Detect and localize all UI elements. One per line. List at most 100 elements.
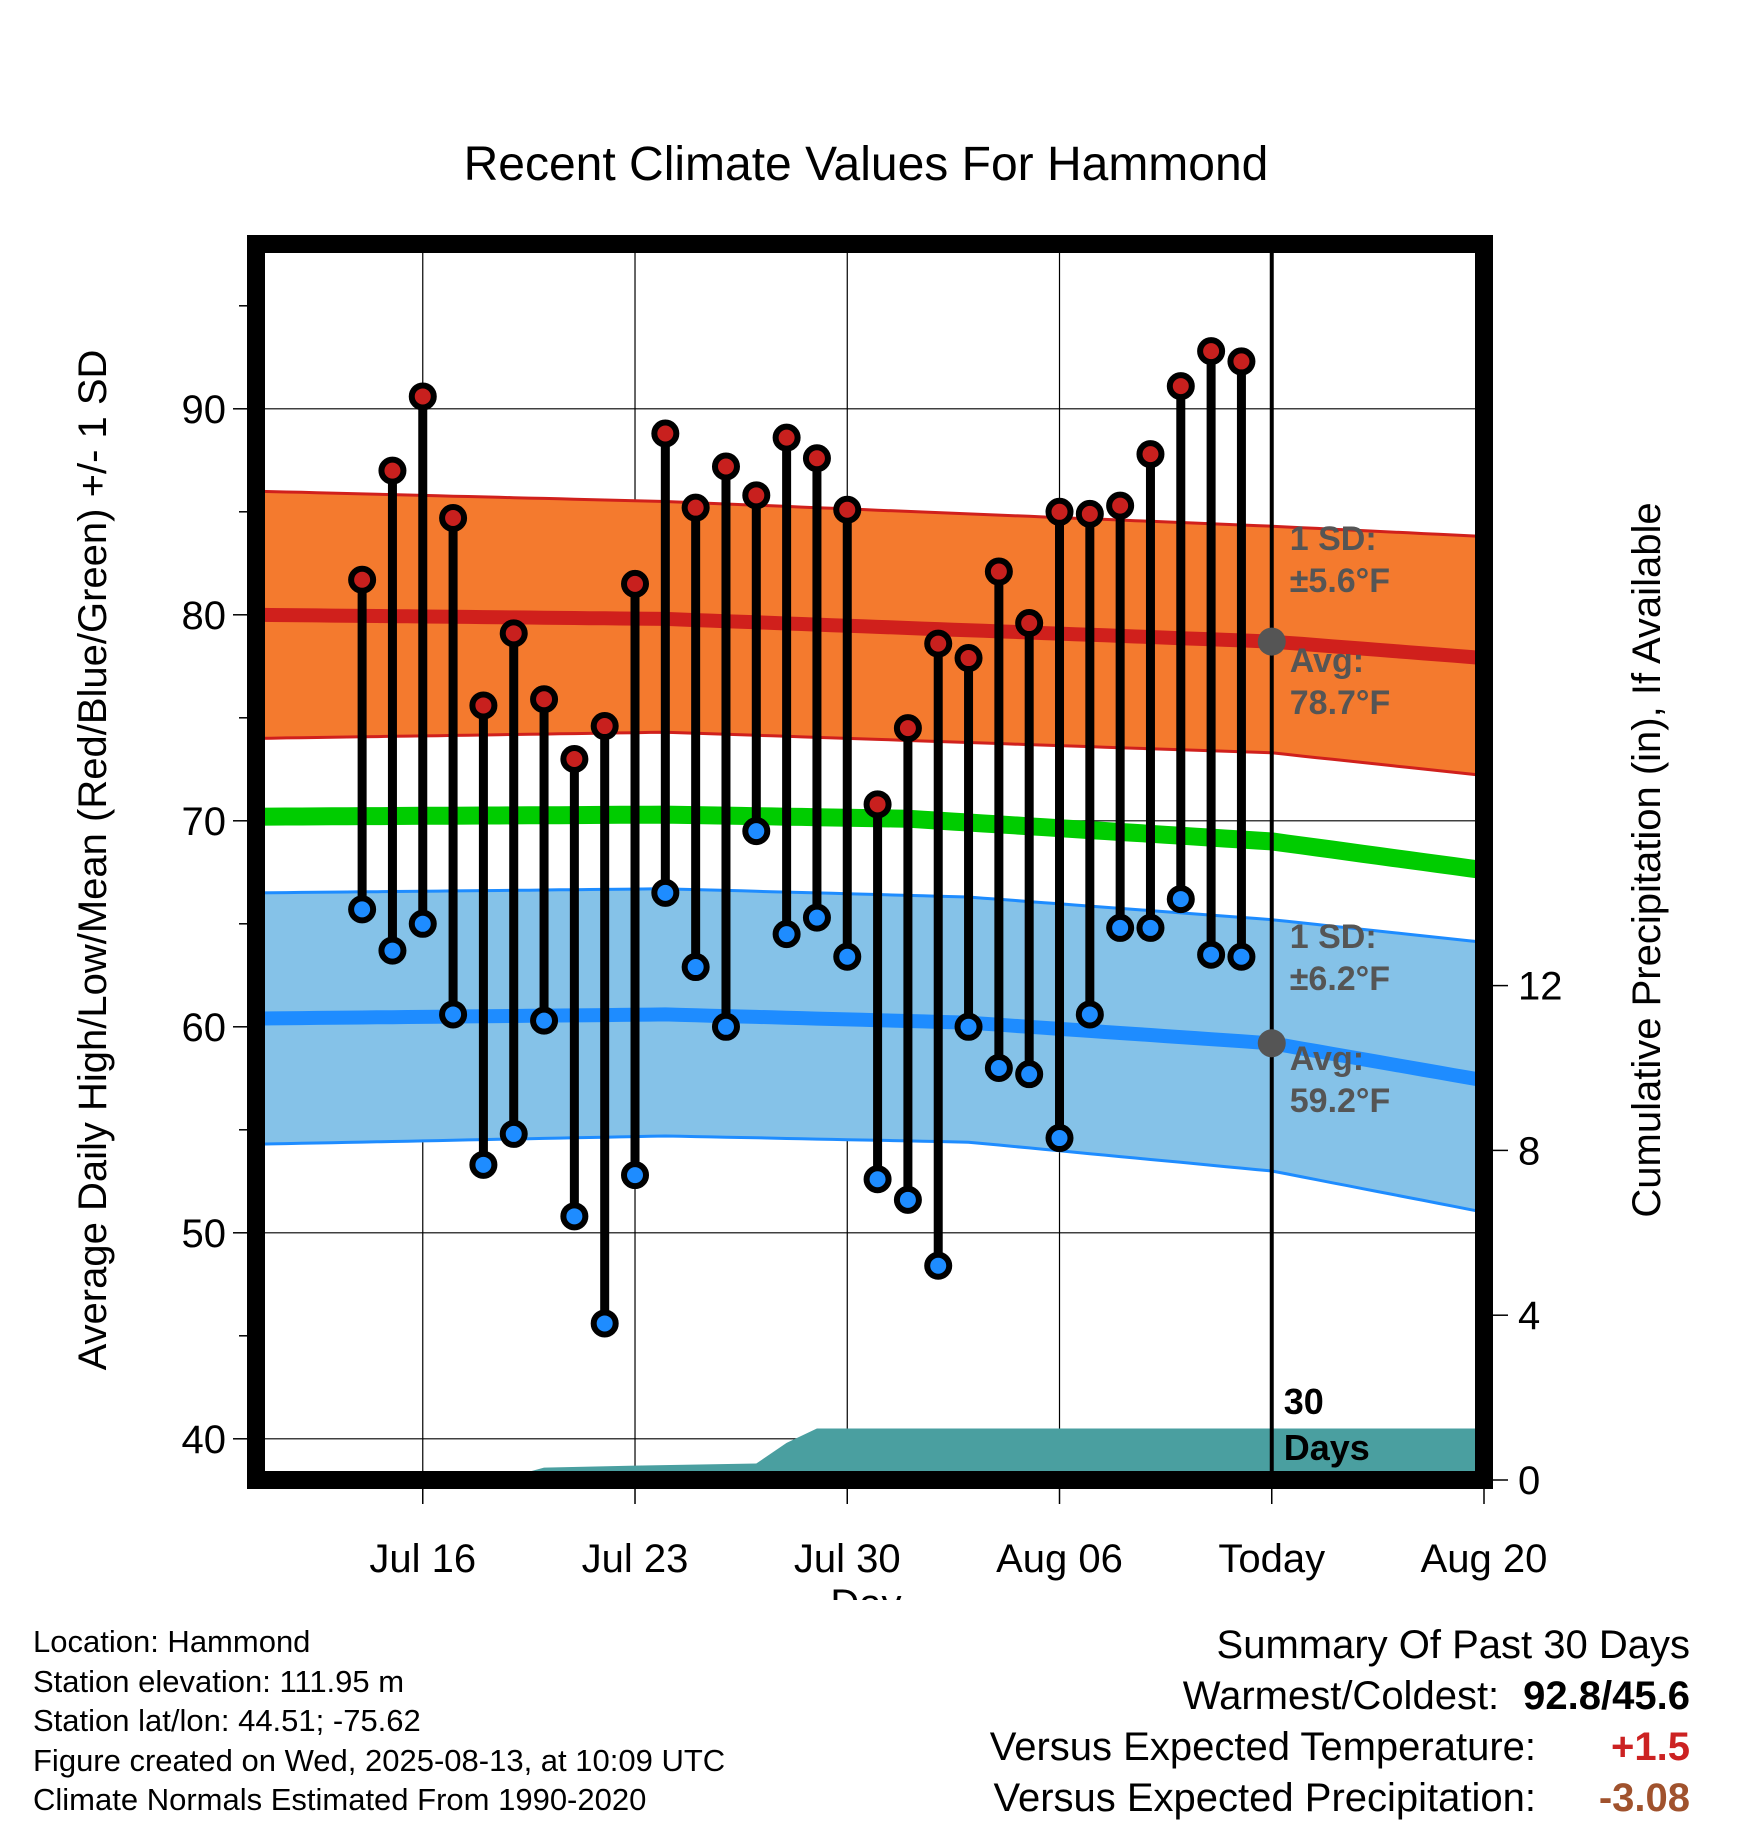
daily-low-point	[681, 953, 710, 982]
y-tick-label: 80	[182, 594, 227, 638]
y-tick-label: 60	[182, 1006, 227, 1050]
daily-high-point	[711, 452, 740, 481]
y2-tick-label: 8	[1518, 1129, 1540, 1173]
daily-high-point	[772, 423, 801, 452]
daily-high-point	[863, 790, 892, 819]
daily-low-point	[378, 936, 407, 965]
daily-high-point	[1075, 499, 1104, 528]
daily-high-point	[1015, 609, 1044, 638]
plot-border	[247, 235, 1493, 1489]
warm-cold-label: Warmest/Coldest:	[1182, 1674, 1500, 1718]
days-annotation: 30 Days	[1284, 1381, 1370, 1468]
x-axis-label: Day	[830, 1582, 901, 1600]
daily-low-point	[1166, 885, 1195, 914]
y-tick-label: 70	[182, 800, 227, 844]
normal-low-band	[256, 888, 1484, 1213]
location-text: Location: Hammond	[33, 1624, 311, 1659]
daily-low-point	[802, 903, 831, 932]
daily-high-point	[469, 691, 498, 720]
summary-warm-cold: Warmest/Coldest: 92.8/45.6	[990, 1671, 1690, 1722]
precipitation-area	[256, 1428, 1484, 1480]
daily-high-point	[742, 481, 771, 510]
daily-low-point	[621, 1161, 650, 1190]
summary-precip: Versus Expected Precipitation: -3.08	[990, 1773, 1690, 1824]
y2-tick-label: 0	[1518, 1459, 1540, 1503]
daily-high-point	[924, 629, 953, 658]
low-avg-dot	[1257, 1029, 1286, 1058]
daily-low-point	[742, 817, 771, 846]
daily-low-point	[560, 1202, 589, 1231]
summary-heading: Summary Of Past 30 Days	[1216, 1623, 1690, 1667]
warm-cold-value: 92.8/45.6	[1523, 1674, 1690, 1718]
y2-tick-label: 12	[1518, 965, 1563, 1009]
x-tick-label: Jul 30	[794, 1537, 901, 1581]
high-avg-dot	[1257, 627, 1286, 656]
daily-range-bars	[348, 337, 1256, 1338]
daily-high-point	[348, 565, 377, 594]
daily-low-point	[1197, 940, 1226, 969]
daily-high-point	[530, 685, 559, 714]
daily-low-point	[499, 1119, 528, 1148]
daily-high-point	[560, 745, 589, 773]
latlon-text: Station lat/lon: 44.51; -75.62	[33, 1703, 421, 1738]
daily-high-point	[984, 557, 1013, 586]
grid	[256, 244, 1485, 1480]
daily-high-point	[681, 493, 710, 522]
daily-low-point	[651, 878, 680, 907]
y-axis-label: Average Daily High/Low/Mean (Red/Blue/Gr…	[71, 350, 115, 1371]
daily-low-point	[1136, 913, 1165, 942]
x-tick-label: Aug 20	[1421, 1537, 1548, 1581]
daily-low-point	[711, 1012, 740, 1041]
daily-low-point	[1227, 942, 1256, 971]
daily-low-point	[1106, 913, 1135, 942]
daily-high-point	[1045, 497, 1074, 526]
station-info: Location: Hammond Station elevation: 111…	[33, 1622, 725, 1820]
y-tick-label: 50	[182, 1212, 227, 1256]
daily-high-point	[408, 382, 437, 411]
daily-high-point	[802, 444, 831, 473]
daily-high-point	[651, 419, 680, 448]
precipitation	[256, 1428, 1484, 1480]
y-tick-label: 90	[182, 388, 227, 432]
low-sd-annotation: 1 SD: ±6.2°F	[1290, 918, 1390, 998]
daily-high-point	[1227, 347, 1256, 376]
summary-temp: Versus Expected Temperature: +1.5	[990, 1722, 1690, 1773]
daily-high-point	[621, 569, 650, 598]
y2-axis-label: Cumulative Precipitation (in), If Availa…	[1625, 502, 1669, 1217]
axis-ticks: 40 50 60 70 80 90 0 4 8 12 Jul 16 Jul 23 Jul 30 Aug 0…	[182, 305, 1563, 1581]
daily-low-point	[1045, 1124, 1074, 1153]
daily-high-point	[378, 456, 407, 485]
normal-low-lower-line	[255, 1134, 1485, 1214]
daily-low-point	[590, 1309, 619, 1338]
high-avg-annotation: Avg: 78.7°F	[1290, 642, 1391, 722]
daily-high-point	[954, 644, 983, 673]
daily-low-point	[772, 920, 801, 949]
daily-low-point	[833, 942, 862, 971]
x-tick-label: Jul 16	[369, 1537, 476, 1581]
daily-low-point	[924, 1251, 953, 1280]
precip-value: -3.08	[1598, 1776, 1690, 1820]
daily-low-point	[439, 1000, 468, 1029]
climate-chart: Recent Climate Values For Hammond Averag…	[71, 138, 1669, 1600]
daily-high-point	[1197, 337, 1226, 366]
normals-text: Climate Normals Estimated From 1990-2020	[33, 1782, 647, 1817]
y-tick-label: 40	[182, 1418, 227, 1462]
chart-title: Recent Climate Values For Hammond	[464, 138, 1269, 191]
created-text: Figure created on Wed, 2025-08-13, at 10…	[33, 1742, 726, 1778]
precip-label: Versus Expected Precipitation:	[993, 1776, 1536, 1820]
daily-low-point	[954, 1012, 983, 1041]
summary-panel: Summary Of Past 30 Days Warmest/Coldest:…	[990, 1620, 1690, 1824]
daily-low-point	[863, 1165, 892, 1194]
elevation-text: Station elevation: 111.95 m	[33, 1663, 405, 1699]
normal-high-upper-line	[255, 489, 1485, 538]
normal-high-lower-line	[255, 730, 1485, 777]
y2-tick-label: 4	[1518, 1294, 1540, 1338]
x-tick-label: Aug 06	[996, 1537, 1123, 1581]
daily-low-point	[984, 1054, 1013, 1082]
daily-high-point	[439, 503, 468, 532]
temp-label: Versus Expected Temperature:	[989, 1725, 1536, 1769]
daily-low-point	[530, 1006, 559, 1035]
daily-low-point	[348, 895, 377, 924]
daily-high-point	[590, 712, 619, 741]
daily-high-point	[893, 714, 922, 743]
